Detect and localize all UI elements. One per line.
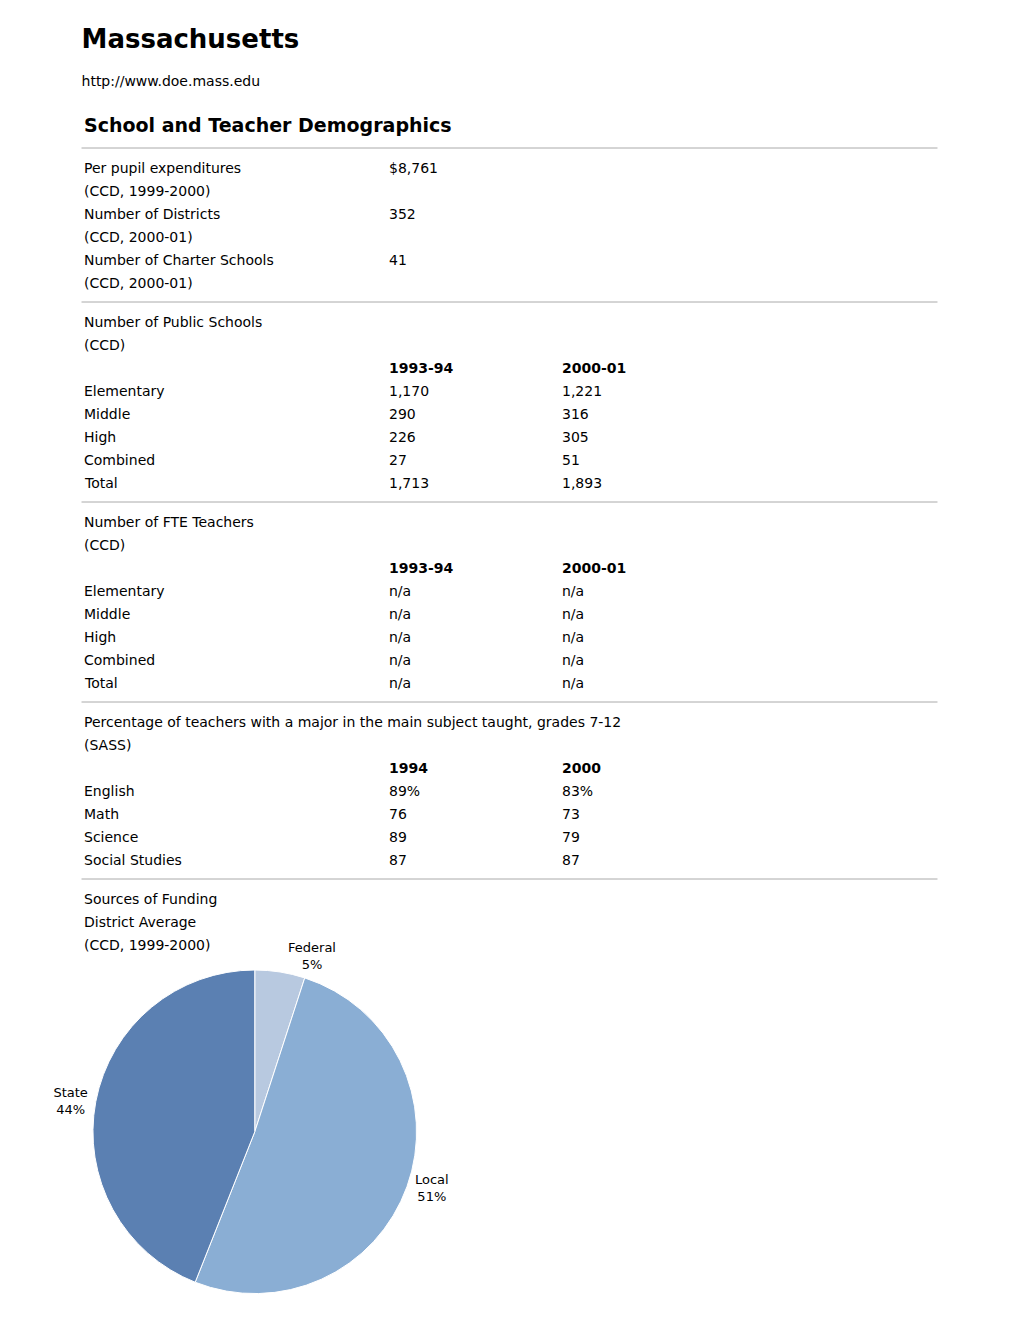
svg-text:Middle: Middle bbox=[84, 406, 130, 422]
svg-text:Math: Math bbox=[84, 806, 119, 822]
svg-text:High: High bbox=[84, 429, 116, 445]
svg-text:316: 316 bbox=[562, 406, 589, 422]
svg-text:n/a: n/a bbox=[562, 675, 584, 691]
svg-text:Per pupil expenditures: Per pupil expenditures bbox=[84, 160, 241, 176]
svg-text:Elementary: Elementary bbox=[84, 383, 165, 399]
svg-text:Local51%: Local51% bbox=[415, 1172, 449, 1204]
svg-text:1993-94: 1993-94 bbox=[389, 560, 454, 576]
svg-text:87: 87 bbox=[389, 852, 407, 868]
svg-text:Combined: Combined bbox=[84, 652, 155, 668]
svg-text:2000-01: 2000-01 bbox=[562, 560, 626, 576]
svg-text:(CCD): (CCD) bbox=[84, 537, 125, 553]
svg-text:n/a: n/a bbox=[562, 583, 584, 599]
svg-text:Social Studies: Social Studies bbox=[84, 852, 182, 868]
svg-text:1994: 1994 bbox=[389, 760, 428, 776]
svg-text:76: 76 bbox=[389, 806, 407, 822]
svg-text:2000: 2000 bbox=[562, 760, 601, 776]
svg-text:District Average: District Average bbox=[84, 914, 196, 930]
svg-text:High: High bbox=[84, 629, 116, 645]
svg-text:305: 305 bbox=[562, 429, 589, 445]
svg-text:Total: Total bbox=[84, 675, 118, 691]
svg-text:27: 27 bbox=[389, 452, 407, 468]
svg-text:87: 87 bbox=[562, 852, 580, 868]
svg-text:n/a: n/a bbox=[389, 629, 411, 645]
svg-text:2000-01: 2000-01 bbox=[562, 360, 626, 376]
svg-text:352: 352 bbox=[389, 206, 416, 222]
svg-text:Number of Districts: Number of Districts bbox=[84, 206, 220, 222]
svg-text:1993-94: 1993-94 bbox=[389, 360, 454, 376]
svg-text:Number of FTE Teachers: Number of FTE Teachers bbox=[84, 514, 254, 530]
svg-text:(CCD, 2000-01): (CCD, 2000-01) bbox=[84, 275, 193, 291]
svg-text:$8,761: $8,761 bbox=[389, 160, 438, 176]
svg-text:Elementary: Elementary bbox=[84, 583, 165, 599]
svg-text:http://www.doe.mass.edu: http://www.doe.mass.edu bbox=[82, 73, 261, 89]
svg-text:(CCD, 1999-2000): (CCD, 1999-2000) bbox=[84, 183, 210, 199]
svg-text:226: 226 bbox=[389, 429, 416, 445]
svg-text:Number of Public Schools: Number of Public Schools bbox=[84, 314, 262, 330]
svg-text:n/a: n/a bbox=[389, 583, 411, 599]
svg-text:1,713: 1,713 bbox=[389, 475, 429, 491]
svg-text:n/a: n/a bbox=[389, 606, 411, 622]
svg-text:Federal5%: Federal5% bbox=[288, 940, 336, 972]
svg-text:School and Teacher Demographic: School and Teacher Demographics bbox=[84, 114, 452, 136]
svg-text:41: 41 bbox=[389, 252, 407, 268]
svg-text:89%: 89% bbox=[389, 783, 420, 799]
svg-text:1,170: 1,170 bbox=[389, 383, 429, 399]
svg-text:89: 89 bbox=[389, 829, 407, 845]
svg-text:1,221: 1,221 bbox=[562, 383, 602, 399]
svg-text:79: 79 bbox=[562, 829, 580, 845]
svg-text:Middle: Middle bbox=[84, 606, 130, 622]
svg-text:290: 290 bbox=[389, 406, 416, 422]
svg-text:(CCD, 2000-01): (CCD, 2000-01) bbox=[84, 229, 193, 245]
svg-text:73: 73 bbox=[562, 806, 580, 822]
svg-text:n/a: n/a bbox=[562, 652, 584, 668]
svg-text:(CCD, 1999-2000): (CCD, 1999-2000) bbox=[84, 937, 210, 953]
svg-text:Massachusetts: Massachusetts bbox=[82, 24, 300, 54]
svg-text:State44%: State44% bbox=[53, 1085, 87, 1117]
svg-text:(CCD): (CCD) bbox=[84, 337, 125, 353]
svg-text:(SASS): (SASS) bbox=[84, 737, 131, 753]
svg-text:Percentage of teachers with a: Percentage of teachers with a major in t… bbox=[84, 714, 621, 730]
svg-text:English: English bbox=[84, 783, 135, 799]
svg-text:n/a: n/a bbox=[562, 606, 584, 622]
svg-text:n/a: n/a bbox=[389, 652, 411, 668]
svg-text:n/a: n/a bbox=[562, 629, 584, 645]
svg-text:83%: 83% bbox=[562, 783, 593, 799]
svg-text:Sources of Funding: Sources of Funding bbox=[84, 891, 217, 907]
svg-text:Combined: Combined bbox=[84, 452, 155, 468]
svg-text:Total: Total bbox=[84, 475, 118, 491]
svg-text:51: 51 bbox=[562, 452, 580, 468]
svg-text:Number of Charter Schools: Number of Charter Schools bbox=[84, 252, 274, 268]
svg-text:1,893: 1,893 bbox=[562, 475, 602, 491]
svg-text:n/a: n/a bbox=[389, 675, 411, 691]
svg-text:Science: Science bbox=[84, 829, 138, 845]
